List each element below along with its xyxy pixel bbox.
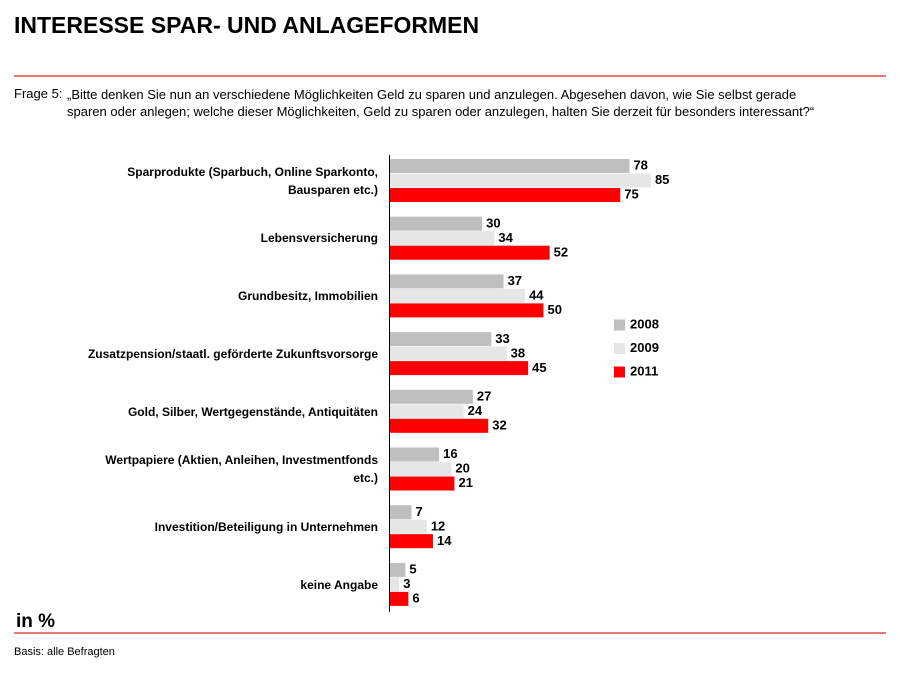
value-label: 50 [548,302,562,317]
value-label: 44 [529,288,544,303]
value-label: 20 [455,461,469,476]
bar [390,577,400,592]
category-label: Gold, Silber, Wertgegenstände, Antiquitä… [127,404,378,419]
value-label: 24 [468,403,483,418]
bar [390,188,621,202]
legend-label: 2011 [630,363,658,378]
bar [390,245,550,260]
bar [390,288,526,303]
value-label: 34 [498,230,513,245]
value-label: 21 [458,475,472,490]
chart-title: INTERESSE SPAR- UND ANLAGEFORMEN [14,12,480,38]
bar [390,389,473,404]
value-label: 45 [532,360,546,375]
unit-label: in % [16,611,56,632]
legend-label: 2008 [630,316,659,331]
value-label: 14 [437,533,452,548]
bar [390,447,440,462]
bar [390,361,529,376]
category-label: Lebensversicherung [260,231,378,246]
value-label: 78 [633,158,647,173]
value-label: 16 [443,446,457,461]
bar [390,159,630,173]
bar [390,562,406,577]
value-label: 7 [415,504,422,519]
value-label: 32 [492,417,506,432]
value-label: 38 [511,345,525,360]
bar [390,534,433,549]
bar [390,519,427,534]
category-label: Wertpapiere (Aktien, Anleihen, Investmen… [105,453,378,486]
value-label: 33 [495,331,509,346]
value-label: 75 [624,187,638,202]
value-label: 27 [477,388,491,403]
legend-swatch [614,343,625,354]
bar [390,418,489,433]
value-label: 5 [409,562,416,577]
legend-swatch [614,319,625,331]
bar [390,216,483,231]
value-label: 6 [412,591,419,606]
value-label: 85 [655,172,669,187]
bar [390,462,452,476]
bar [390,332,492,347]
legend-swatch [614,366,625,378]
bar [390,505,412,520]
question-label: Frage 5: [14,86,63,101]
question: „Bitte denken Sie nun an verschiedene Mö… [67,87,815,119]
bar [390,591,409,606]
value-label: 3 [403,576,410,591]
value-label: 12 [431,518,445,533]
category-label: Zusatzpension/staatl. geförderte Zukunft… [87,346,378,361]
bar [390,173,651,188]
bar [390,274,504,289]
value-label: 37 [508,273,522,288]
category-label: Investition/Beteiligung in Unternehmen [154,519,378,534]
bar [390,476,455,491]
value-label: 30 [486,215,500,230]
category-label: Grundbesitz, Immobilien [237,289,378,304]
legend-label: 2009 [630,340,659,355]
bar [390,231,495,246]
category-label: Sparprodukte (Sparbuch, Online Sparkonto… [127,164,378,197]
bar [390,346,507,361]
value-label: 52 [554,244,568,259]
note: Basis: alle Befragten [14,646,115,658]
category-label: keine Angabe [300,577,378,592]
bar [390,404,464,419]
bar [390,303,544,318]
